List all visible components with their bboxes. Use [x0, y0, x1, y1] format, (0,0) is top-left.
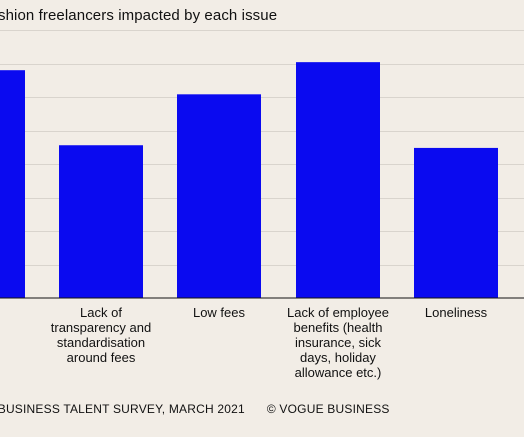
- category-label: Lack of transparency and standardisation ar…: [51, 305, 151, 365]
- footer-copyright: © VOGUE BUSINESS: [266, 402, 390, 416]
- bar: [0, 70, 25, 298]
- bar: [59, 145, 143, 298]
- footer: E BUSINESS TALENT SURVEY, MARCH 2021 © VO…: [0, 402, 390, 416]
- category-label: Loneliness: [425, 305, 488, 320]
- bar: [414, 147, 498, 298]
- category-label: Low fees: [193, 305, 246, 320]
- bar: [296, 62, 380, 298]
- footer-source: E BUSINESS TALENT SURVEY, MARCH 2021: [0, 402, 245, 416]
- bars: [0, 62, 498, 298]
- category-label: Lack of employee benefits (health insuranc…: [287, 305, 389, 380]
- bar: [177, 94, 261, 298]
- chart-title: shion freelancers impacted by each issue: [0, 7, 278, 24]
